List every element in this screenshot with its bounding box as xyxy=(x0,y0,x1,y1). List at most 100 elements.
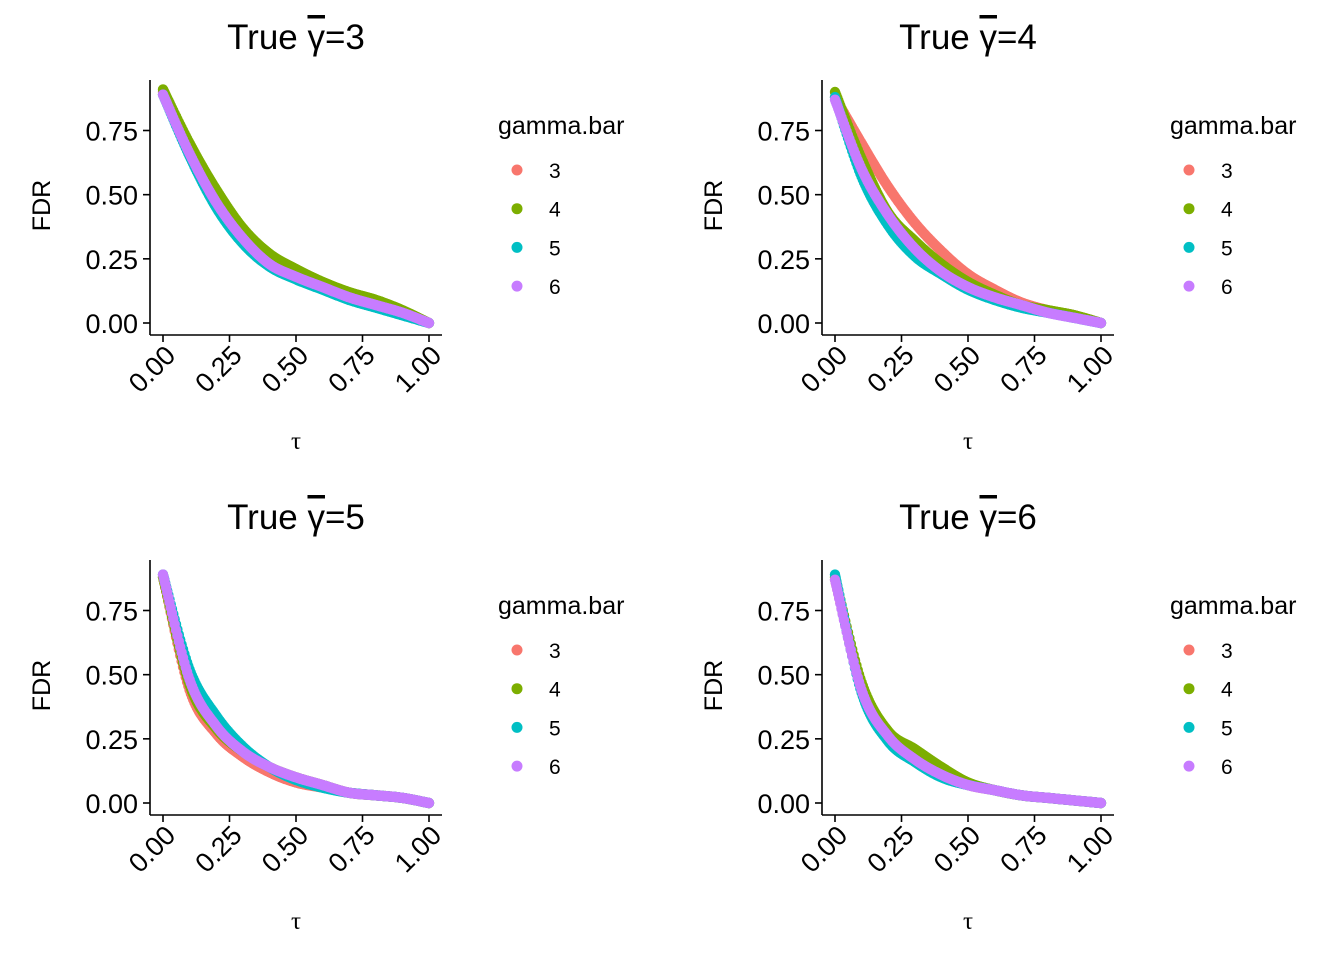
y-tick-label: 0.50 xyxy=(757,181,810,211)
chart-panel-2: True γ=40.000.250.500.750.00 0.25 0.50 0.75… xyxy=(700,18,1296,455)
legend-label: 6 xyxy=(1221,276,1233,299)
chart-panel-4: True γ=60.000.250.500.750.00 0.25 0.50 0.75… xyxy=(700,498,1296,935)
x-tick-label: 0.75 xyxy=(322,340,380,398)
chart-title-prefix: True xyxy=(227,18,307,57)
chart-title: True γ=4 xyxy=(899,18,1037,57)
x-tick-label: 1.00 xyxy=(1061,340,1119,398)
y-tick-label: 0.25 xyxy=(757,245,810,275)
series-3 xyxy=(157,86,435,329)
x-tick-label: 0.00 xyxy=(795,820,853,878)
legend-title: gamma.bar xyxy=(1170,592,1296,620)
legend-label: 6 xyxy=(549,276,561,299)
y-tick-label: 0.00 xyxy=(757,789,810,819)
x-tick-label: 0.25 xyxy=(861,340,919,398)
x-tick-label: 0.75 xyxy=(994,340,1052,398)
legend-label: 4 xyxy=(1221,679,1233,702)
chart-title-suffix: =3 xyxy=(325,18,365,57)
chart-title: True γ=3 xyxy=(227,18,365,57)
chart-title: True γ=5 xyxy=(227,498,365,537)
data-point xyxy=(423,797,435,809)
legend-key xyxy=(511,280,523,292)
legend-label: 3 xyxy=(1221,160,1233,183)
legend-key xyxy=(1183,760,1195,772)
legend-title: gamma.bar xyxy=(498,112,624,140)
y-tick-label: 0.25 xyxy=(85,245,138,275)
y-tick-label: 0.25 xyxy=(85,725,138,755)
legend-label: 5 xyxy=(549,237,561,260)
legend-key xyxy=(511,683,523,695)
y-tick-label: 0.25 xyxy=(757,725,810,755)
y-tick-label: 0.00 xyxy=(757,309,810,339)
y-tick-label: 0.00 xyxy=(85,789,138,819)
legend-title: gamma.bar xyxy=(1170,112,1296,140)
series-4 xyxy=(157,84,435,329)
y-axis-title: FDR xyxy=(28,180,56,231)
legend-label: 6 xyxy=(549,756,561,779)
series-5 xyxy=(157,89,435,329)
x-tick-label: 0.50 xyxy=(928,820,986,878)
legend-key xyxy=(511,644,523,656)
series-6 xyxy=(829,94,1107,329)
series-4 xyxy=(829,571,1107,809)
x-axis-title: τ xyxy=(291,908,301,935)
legend: gamma.bar 3 4 5 6 xyxy=(498,112,624,299)
x-tick-label: 1.00 xyxy=(1061,820,1119,878)
legend-label: 5 xyxy=(1221,237,1233,260)
series-6 xyxy=(829,574,1107,809)
chart-title-suffix: =6 xyxy=(997,498,1037,537)
legend-title: gamma.bar xyxy=(498,592,624,620)
x-tick-label: 0.00 xyxy=(795,340,853,398)
series-3 xyxy=(829,574,1107,809)
legend-label: 5 xyxy=(549,717,561,740)
legend-key xyxy=(511,203,523,215)
legend-label: 3 xyxy=(549,160,561,183)
legend-label: 3 xyxy=(1221,640,1233,663)
chart-title-symbol: γ xyxy=(307,498,325,537)
data-point xyxy=(1095,317,1107,329)
x-tick-label: 1.00 xyxy=(389,820,447,878)
series-group xyxy=(157,569,435,809)
x-tick-label: 0.75 xyxy=(322,820,380,878)
legend-key xyxy=(1183,683,1195,695)
chart-title-suffix: =4 xyxy=(997,18,1037,57)
legend-key xyxy=(511,721,523,733)
chart-title-symbol: γ xyxy=(979,18,997,57)
x-tick-label: 0.50 xyxy=(256,340,314,398)
x-tick-label: 0.25 xyxy=(861,820,919,878)
series-group xyxy=(829,86,1107,329)
legend-label: 4 xyxy=(549,199,561,222)
legend-label: 5 xyxy=(1221,717,1233,740)
chart-title-prefix: True xyxy=(227,498,307,537)
y-tick-label: 0.75 xyxy=(757,117,810,147)
chart-panel-3: True γ=50.000.250.500.750.00 0.25 0.50 0.75… xyxy=(28,498,624,935)
series-5 xyxy=(829,569,1107,809)
series-6 xyxy=(157,89,435,329)
x-tick-label: 0.50 xyxy=(928,340,986,398)
legend-key xyxy=(511,760,523,772)
legend-key xyxy=(511,164,523,176)
legend-label: 4 xyxy=(1221,199,1233,222)
x-axis-title: τ xyxy=(963,908,973,935)
chart-title-symbol: γ xyxy=(979,498,997,537)
legend-key xyxy=(511,241,523,253)
legend: gamma.bar 3 4 5 6 xyxy=(1170,112,1296,299)
chart-title-symbol: γ xyxy=(307,18,325,57)
series-group xyxy=(157,84,435,329)
y-axis-title: FDR xyxy=(700,180,728,231)
legend: gamma.bar 3 4 5 6 xyxy=(1170,592,1296,779)
chart-title: True γ=6 xyxy=(899,498,1037,537)
legend-key xyxy=(1183,203,1195,215)
x-axis-title: τ xyxy=(963,428,973,455)
x-tick-label: 0.75 xyxy=(994,820,1052,878)
series-6 xyxy=(157,569,435,809)
y-tick-label: 0.75 xyxy=(85,117,138,147)
y-tick-label: 0.00 xyxy=(85,309,138,339)
series-group xyxy=(829,569,1107,809)
legend-key xyxy=(1183,241,1195,253)
legend-key xyxy=(1183,721,1195,733)
legend-label: 6 xyxy=(1221,756,1233,779)
chart-title-prefix: True xyxy=(899,18,979,57)
x-tick-label: 0.50 xyxy=(256,820,314,878)
legend-label: 4 xyxy=(549,679,561,702)
